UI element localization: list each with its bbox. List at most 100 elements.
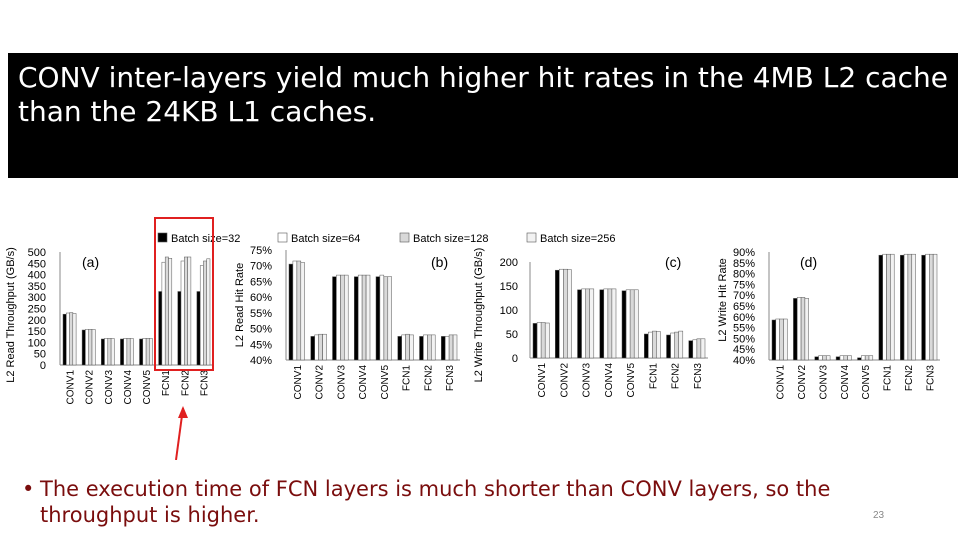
panel-label: (b): [431, 254, 448, 270]
bar: [678, 330, 684, 359]
y-tick-label: 45%: [250, 339, 272, 351]
bar: [544, 322, 550, 359]
bar: [126, 338, 131, 366]
bar: [387, 276, 392, 361]
bar: [292, 260, 298, 361]
y-tick-label: 50: [506, 329, 518, 341]
bar: [139, 338, 144, 366]
y-tick-label: 50%: [250, 324, 272, 336]
x-tick-label: FCN3: [199, 370, 210, 397]
bar: [599, 289, 605, 359]
bar: [91, 329, 96, 366]
bar: [357, 274, 363, 361]
bar: [814, 356, 819, 361]
panel-label: (a): [82, 254, 99, 270]
bar: [839, 355, 845, 361]
legend-swatch: [526, 232, 537, 243]
bar: [318, 333, 323, 361]
x-tick-label: FCN1: [648, 363, 659, 390]
x-tick-label: CONV4: [840, 365, 851, 400]
legend-swatch: [157, 232, 168, 243]
bar: [779, 318, 784, 361]
x-tick-label: FCN1: [883, 365, 894, 392]
x-tick-label: CONV3: [104, 370, 115, 405]
y-tick-label: 350: [28, 281, 46, 293]
x-tick-label: CONV2: [85, 370, 96, 405]
x-tick-label: CONV4: [358, 365, 369, 400]
x-tick-label: CONV1: [66, 370, 77, 405]
bar: [69, 312, 74, 366]
bar: [452, 334, 458, 361]
bar: [861, 355, 866, 361]
bar: [559, 268, 564, 359]
bar: [577, 289, 582, 359]
bar: [822, 355, 827, 361]
y-tick-label: 85%: [733, 258, 755, 270]
y-tick-label: 65%: [733, 301, 755, 313]
y-tick-label: 60%: [733, 312, 755, 324]
bar: [644, 333, 649, 359]
bar: [101, 338, 105, 366]
y-tick-label: 55%: [733, 323, 755, 335]
bar: [168, 258, 173, 366]
bar: [110, 338, 115, 366]
bar: [804, 298, 809, 361]
bar: [203, 260, 207, 366]
bar: [375, 276, 381, 361]
bar: [296, 260, 302, 361]
bullet-text: The execution time of FCN layers is much…: [40, 477, 831, 527]
bar: [652, 330, 657, 359]
bar: [88, 329, 93, 366]
bar: [66, 312, 70, 366]
bar: [771, 319, 777, 361]
bar: [793, 298, 798, 361]
y-tick-label: 40%: [250, 355, 272, 367]
bar: [401, 334, 406, 361]
bar: [666, 334, 671, 359]
bar: [835, 356, 841, 361]
bar: [62, 313, 67, 366]
x-tick-label: CONV3: [336, 365, 347, 400]
highlight-arrow-head: [178, 406, 188, 418]
bar: [441, 336, 446, 361]
x-tick-label: CONV5: [626, 363, 637, 398]
bar: [85, 329, 89, 366]
legend-label: Batch size=64: [291, 233, 360, 245]
bar: [625, 289, 631, 359]
y-tick-label: 100: [28, 337, 46, 349]
x-tick-label: FCN1: [402, 365, 413, 392]
chart-area: 500 450 400 350 300 250 200 150 100 50 0 L2 Read Th…: [0, 210, 960, 461]
y-tick-label: 50: [34, 349, 46, 361]
bar: [149, 338, 153, 366]
legend-label: Batch size=128: [413, 233, 489, 245]
bullet-point: • The execution time of FCN layers is mu…: [22, 476, 902, 528]
x-tick-label: CONV4: [123, 370, 134, 405]
bar: [536, 322, 542, 359]
x-tick-label: FCN2: [180, 370, 191, 397]
legend-swatch: [277, 232, 288, 243]
y-tick-label: 400: [28, 270, 46, 282]
bar: [783, 318, 788, 361]
y-tick-label: 500: [28, 247, 46, 259]
bar: [196, 291, 201, 366]
x-tick-label: FCN2: [423, 365, 434, 392]
bar: [900, 254, 905, 361]
bar: [611, 288, 617, 359]
panel-label: (d): [800, 254, 817, 270]
bar: [288, 263, 294, 361]
y-tick-label: 65%: [250, 276, 272, 288]
y-axis-label: L2 Read Throughput (GB/s): [5, 247, 17, 383]
bar: [857, 357, 862, 361]
bar: [405, 333, 410, 361]
bar: [890, 253, 895, 361]
bar: [907, 253, 912, 361]
bar: [903, 253, 909, 361]
bar: [145, 338, 150, 366]
bar: [379, 274, 385, 361]
x-tick-label: FCN3: [693, 363, 704, 390]
bar: [882, 253, 887, 361]
x-tick-label: CONV1: [293, 365, 304, 400]
y-tick-label: 70%: [250, 261, 272, 273]
bar: [340, 274, 345, 361]
